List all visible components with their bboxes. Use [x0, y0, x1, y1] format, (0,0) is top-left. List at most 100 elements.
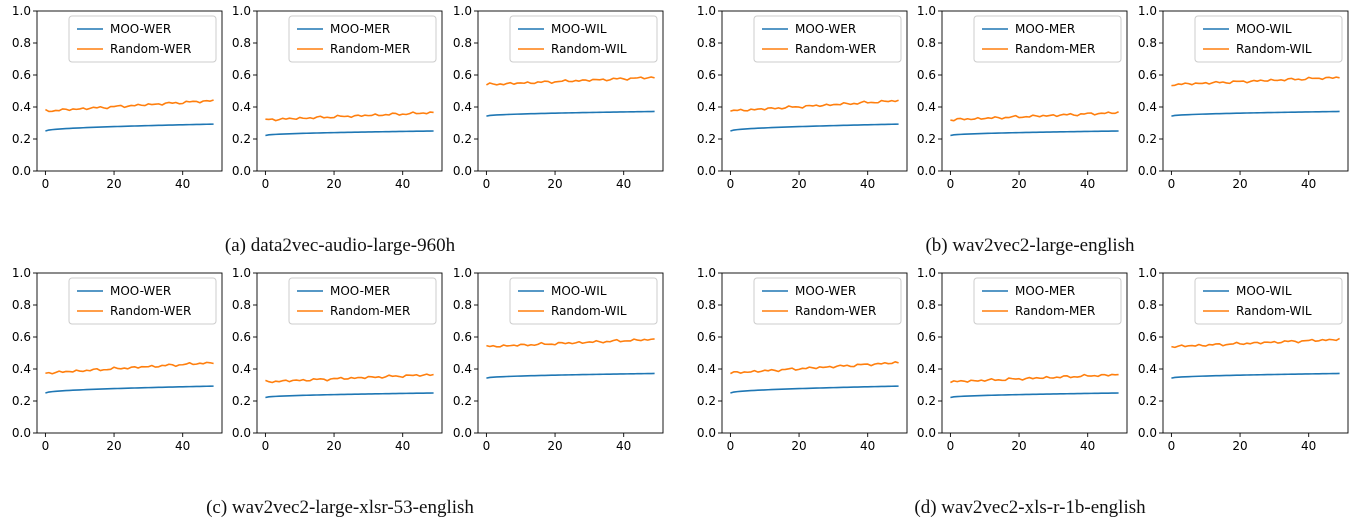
y-tick-label: 0.6	[1138, 330, 1157, 344]
x-tick-label: 40	[175, 177, 190, 191]
series-line-random-wer	[730, 361, 899, 375]
series-line-random-wer	[45, 99, 214, 113]
x-tick-label: 20	[1232, 439, 1247, 453]
axes-frame	[941, 10, 1128, 172]
y-tick-label: 0.4	[453, 100, 472, 114]
x-tick-label: 40	[175, 439, 190, 453]
axes-frame	[36, 10, 223, 172]
x-tick-label: 40	[1301, 177, 1316, 191]
subplot-c-3: 0.0 0.2 0.4 0.6 0.8 1.0 0 20 40 MOO-WIL Random-WIL	[453, 266, 664, 453]
subplot-b-2: 0.0 0.2 0.4 0.6 0.8 1.0 0 20 40 MOO-MER Random-MER	[917, 4, 1128, 191]
series-line-moo-wil	[1171, 110, 1340, 117]
y-tick-label: 0.6	[917, 330, 936, 344]
axes-frame	[477, 10, 664, 172]
legend-box	[973, 15, 1122, 63]
x-tick-label: 0	[1168, 177, 1176, 191]
legend-label: MOO-WER	[795, 22, 856, 36]
y-tick-label: 1.0	[697, 266, 716, 280]
subplot-a-3: 0.0 0.2 0.4 0.6 0.8 1.0 0 20 40 MOO-WIL Random-WIL	[453, 4, 664, 191]
y-tick-label: 0.8	[917, 36, 936, 50]
y-tick-label: 1.0	[917, 4, 936, 18]
legend-label: MOO-WIL	[1236, 22, 1292, 36]
y-tick-label: 0.2	[12, 394, 31, 408]
y-tick-label: 0.2	[12, 132, 31, 146]
x-tick-label: 0	[1168, 439, 1176, 453]
legend-label: MOO-WER	[795, 284, 856, 298]
y-tick-label: 1.0	[1138, 4, 1157, 18]
legend-box	[509, 15, 658, 63]
y-tick-label: 0.8	[232, 36, 251, 50]
x-tick-label: 0	[42, 177, 50, 191]
y-tick-label: 0.8	[12, 36, 31, 50]
x-tick-label: 20	[791, 439, 806, 453]
x-tick-label: 40	[1080, 177, 1095, 191]
y-tick-label: 0.8	[1138, 36, 1157, 50]
legend-label: Random-MER	[330, 42, 410, 56]
y-tick-label: 0.6	[697, 330, 716, 344]
subplot-a-2: 0.0 0.2 0.4 0.6 0.8 1.0 0 20 40 MOO-MER Random-MER	[232, 4, 443, 191]
legend-label: Random-WER	[110, 42, 191, 56]
series-line-moo-wil	[1171, 372, 1340, 379]
y-tick-label: 0.8	[1138, 298, 1157, 312]
axes-frame	[721, 10, 908, 172]
y-tick-label: 1.0	[453, 266, 472, 280]
subplot-d-2: 0.0 0.2 0.4 0.6 0.8 1.0 0 20 40 MOO-MER Random-MER	[917, 266, 1128, 453]
y-tick-label: 1.0	[697, 4, 716, 18]
series-line-random-wil	[1171, 337, 1340, 349]
x-tick-label: 40	[395, 177, 410, 191]
y-tick-label: 0.6	[232, 330, 251, 344]
series-line-moo-wer	[730, 385, 899, 394]
series-line-moo-mer	[265, 392, 434, 399]
y-tick-label: 1.0	[12, 266, 31, 280]
legend-label: Random-WIL	[1236, 304, 1312, 318]
series-line-random-wil	[486, 76, 655, 86]
y-tick-label: 0.2	[697, 132, 716, 146]
y-tick-label: 0.0	[453, 164, 472, 178]
x-tick-label: 40	[616, 177, 631, 191]
y-tick-label: 1.0	[453, 4, 472, 18]
legend-box	[68, 15, 217, 63]
legend-label: Random-MER	[330, 304, 410, 318]
y-tick-label: 0.6	[917, 68, 936, 82]
y-tick-label: 0.0	[917, 426, 936, 440]
y-tick-label: 0.0	[12, 426, 31, 440]
subplot-d-1: 0.0 0.2 0.4 0.6 0.8 1.0 0 20 40 MOO-WER Random-WER	[697, 266, 908, 453]
y-tick-label: 0.0	[1138, 164, 1157, 178]
subplot-a-1: 0.0 0.2 0.4 0.6 0.8 1.0 0 20 40 MOO-WER Random-WER	[12, 4, 223, 191]
legend-label: Random-MER	[1015, 304, 1095, 318]
series-line-random-mer	[950, 373, 1119, 384]
series-line-random-wer	[730, 99, 899, 112]
axes-frame	[721, 272, 908, 434]
x-tick-label: 0	[262, 177, 270, 191]
series-line-moo-mer	[950, 392, 1119, 399]
x-tick-label: 0	[483, 177, 491, 191]
legend-box	[1194, 277, 1343, 325]
axes-frame	[941, 272, 1128, 434]
series-line-random-mer	[950, 111, 1119, 122]
legend-label: MOO-MER	[1015, 22, 1075, 36]
caption-c: (c) wav2vec2-large-xlsr-53-english	[206, 497, 474, 518]
y-tick-label: 0.2	[232, 132, 251, 146]
x-tick-label: 0	[42, 439, 50, 453]
legend-box	[753, 15, 902, 63]
y-tick-label: 0.2	[1138, 132, 1157, 146]
legend-box	[68, 277, 217, 325]
y-tick-label: 0.4	[232, 100, 251, 114]
series-line-random-wer	[45, 361, 214, 375]
legend-box	[288, 15, 437, 63]
y-tick-label: 0.0	[697, 164, 716, 178]
axes-frame	[36, 272, 223, 434]
x-tick-label: 40	[616, 439, 631, 453]
y-tick-label: 0.2	[232, 394, 251, 408]
y-tick-label: 0.4	[917, 100, 936, 114]
y-tick-label: 0.6	[453, 68, 472, 82]
legend-box	[973, 277, 1122, 325]
series-line-random-mer	[265, 111, 434, 122]
legend-label: MOO-WIL	[551, 22, 607, 36]
legend-label: MOO-WIL	[1236, 284, 1292, 298]
axes-frame	[1162, 10, 1349, 172]
x-tick-label: 0	[947, 439, 955, 453]
y-tick-label: 0.8	[697, 298, 716, 312]
y-tick-label: 0.4	[697, 100, 716, 114]
